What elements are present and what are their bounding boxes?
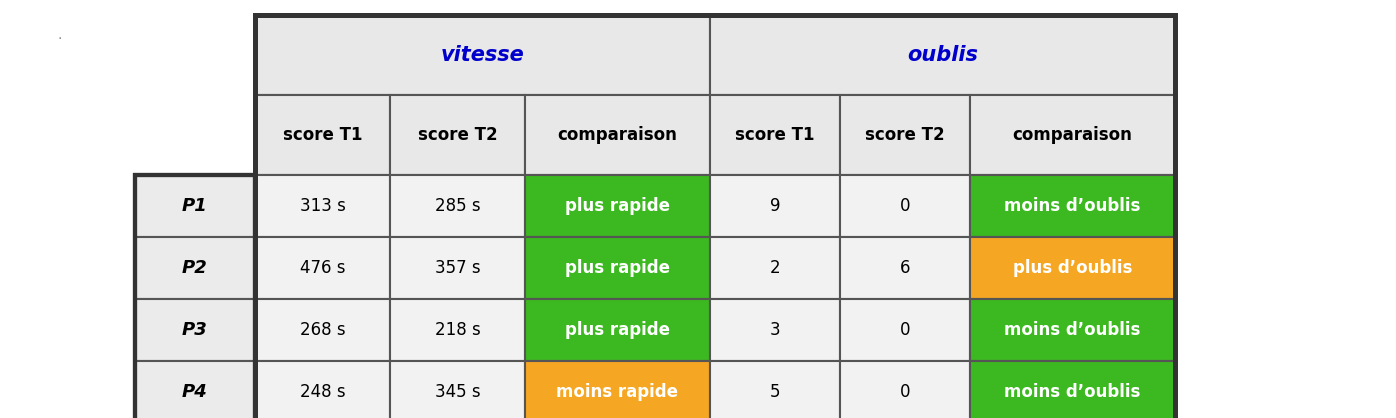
Text: 268 s: 268 s <box>300 321 345 339</box>
Text: 0: 0 <box>900 197 910 215</box>
Text: oublis: oublis <box>907 45 979 65</box>
Bar <box>389 361 525 418</box>
Text: .: . <box>57 28 63 42</box>
Text: plus rapide: plus rapide <box>565 197 670 215</box>
Bar <box>525 237 711 299</box>
Bar <box>525 175 711 237</box>
Text: 313 s: 313 s <box>300 197 345 215</box>
Text: plus d’oublis: plus d’oublis <box>1013 259 1132 277</box>
Bar <box>711 95 840 175</box>
Text: 3: 3 <box>769 321 780 339</box>
Bar <box>970 95 1175 175</box>
Text: P1: P1 <box>181 197 208 215</box>
Text: 0: 0 <box>900 321 910 339</box>
Bar <box>255 361 389 418</box>
Text: 218 s: 218 s <box>434 321 480 339</box>
Text: 5: 5 <box>769 383 780 401</box>
Text: 6: 6 <box>900 259 910 277</box>
Bar <box>255 15 1175 418</box>
Bar <box>525 361 711 418</box>
Bar <box>525 95 711 175</box>
Text: moins d’oublis: moins d’oublis <box>1004 197 1141 215</box>
Bar <box>711 175 840 237</box>
Text: comparaison: comparaison <box>557 126 677 144</box>
Bar <box>970 237 1175 299</box>
Bar <box>840 95 970 175</box>
Text: comparaison: comparaison <box>1012 126 1132 144</box>
Bar <box>840 175 970 237</box>
Text: P4: P4 <box>181 383 208 401</box>
Text: 357 s: 357 s <box>434 259 480 277</box>
Bar <box>255 15 1175 418</box>
Text: score T1: score T1 <box>736 126 815 144</box>
Bar <box>711 15 1175 95</box>
Bar <box>840 299 970 361</box>
Text: 476 s: 476 s <box>300 259 345 277</box>
Bar <box>135 175 255 418</box>
Bar <box>135 361 255 418</box>
Text: moins d’oublis: moins d’oublis <box>1004 321 1141 339</box>
Bar <box>840 361 970 418</box>
Text: 0: 0 <box>900 383 910 401</box>
Text: 345 s: 345 s <box>434 383 480 401</box>
Text: moins rapide: moins rapide <box>557 383 678 401</box>
Bar <box>255 299 389 361</box>
Bar <box>255 95 389 175</box>
Bar <box>970 299 1175 361</box>
Text: score T2: score T2 <box>417 126 497 144</box>
Bar <box>525 299 711 361</box>
Bar <box>255 175 389 237</box>
Text: 9: 9 <box>769 197 780 215</box>
Text: plus rapide: plus rapide <box>565 259 670 277</box>
Bar <box>711 299 840 361</box>
Bar <box>135 175 255 418</box>
Bar <box>389 95 525 175</box>
Bar <box>970 175 1175 237</box>
Bar <box>389 237 525 299</box>
Text: P2: P2 <box>181 259 208 277</box>
Text: score T2: score T2 <box>866 126 945 144</box>
Bar <box>135 175 255 237</box>
Bar <box>135 299 255 361</box>
Text: P3: P3 <box>181 321 208 339</box>
Text: vitesse: vitesse <box>441 45 525 65</box>
Text: moins d’oublis: moins d’oublis <box>1004 383 1141 401</box>
Bar <box>711 237 840 299</box>
Text: plus rapide: plus rapide <box>565 321 670 339</box>
Bar <box>840 237 970 299</box>
Bar <box>389 175 525 237</box>
Text: 2: 2 <box>769 259 780 277</box>
Bar <box>711 361 840 418</box>
Bar <box>255 15 711 95</box>
Text: 285 s: 285 s <box>434 197 480 215</box>
Text: 248 s: 248 s <box>300 383 345 401</box>
Bar <box>135 237 255 299</box>
Text: score T1: score T1 <box>283 126 362 144</box>
Bar <box>970 361 1175 418</box>
Bar <box>389 299 525 361</box>
Bar <box>255 237 389 299</box>
